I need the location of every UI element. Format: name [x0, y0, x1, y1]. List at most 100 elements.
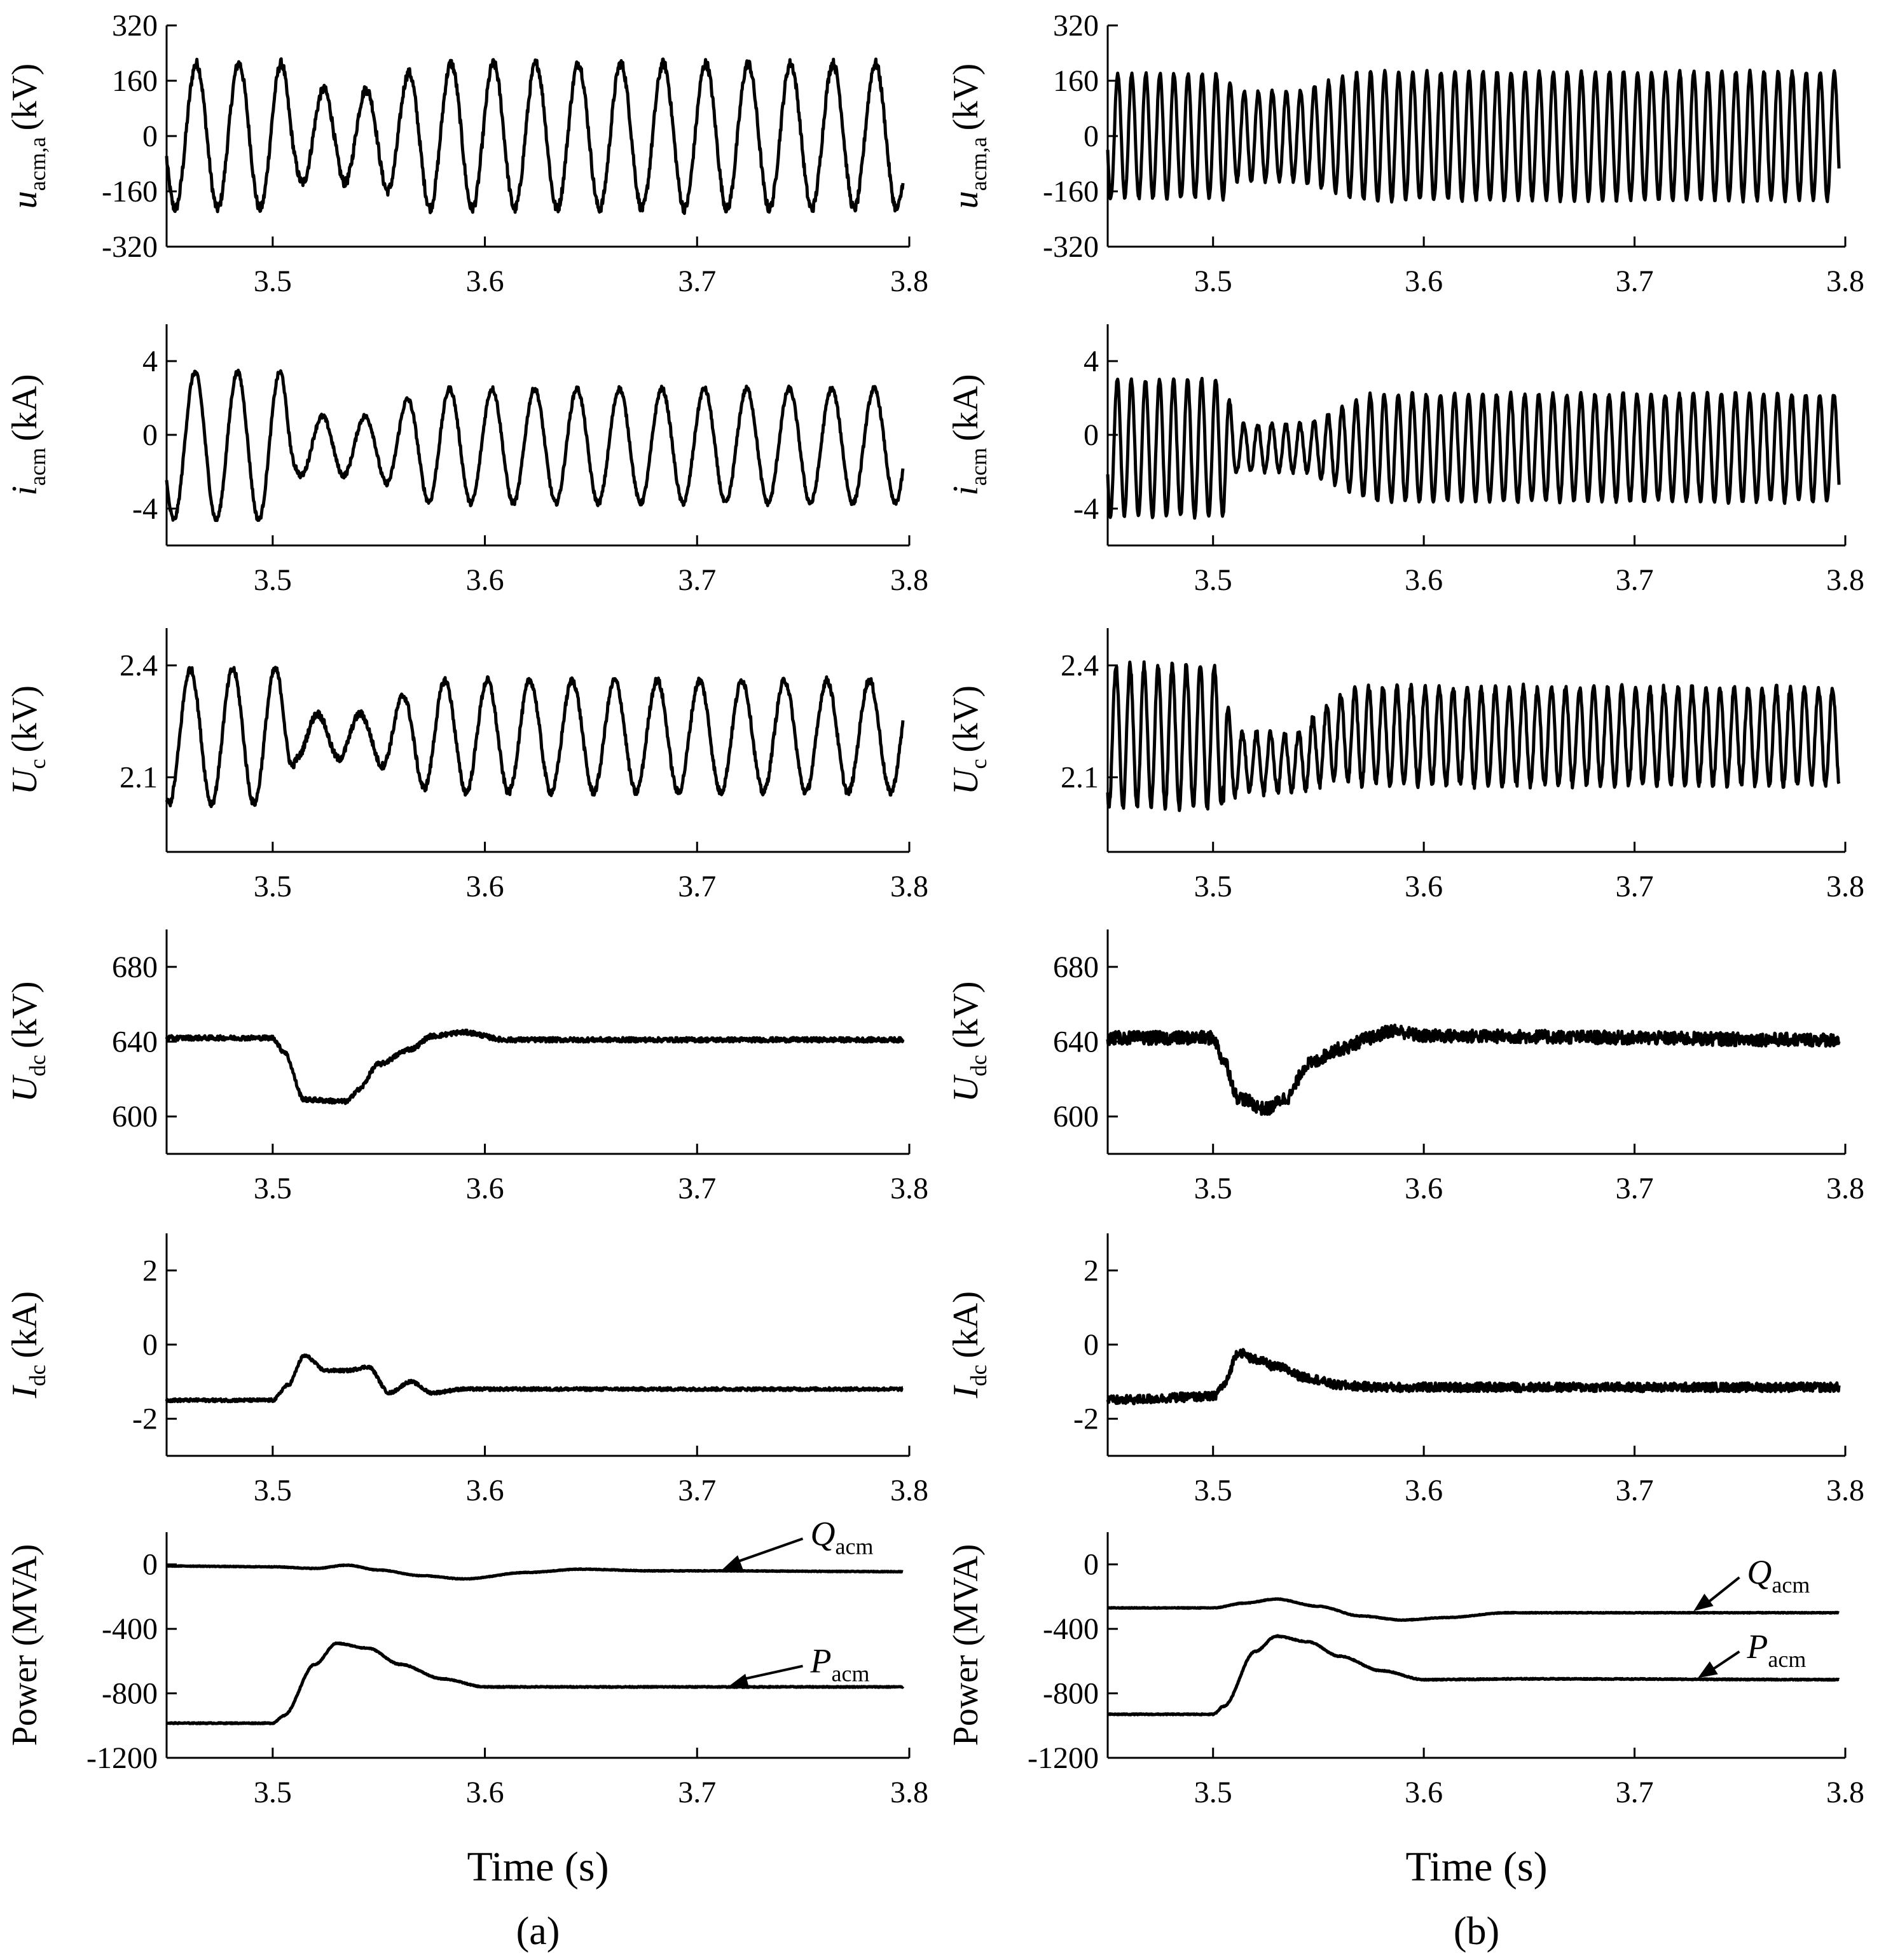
y-axis-label-sub: c — [25, 759, 50, 769]
x-tick-label: 3.6 — [1405, 870, 1443, 903]
subplot-iacm-b: 4 0 -4 3.5 3.6 3.7 3.8 iacm (kA) — [946, 324, 1864, 597]
series-line-i-acm — [1106, 376, 1841, 520]
annotation-label: Qacm — [811, 1514, 874, 1559]
y-tick-label: -160 — [1043, 175, 1099, 209]
y-axis-label-main: u — [5, 191, 45, 209]
y-axis-label: Udc (kV) — [5, 981, 50, 1102]
annotation-main: Q — [1747, 1553, 1772, 1591]
x-tick-label: 3.5 — [1194, 563, 1232, 597]
x-tick-label: 3.6 — [1405, 1172, 1443, 1205]
y-axis-label: Udc (kV) — [946, 981, 991, 1102]
y-tick-label: 4 — [142, 345, 158, 378]
annotation-label: Pacm — [810, 1642, 870, 1687]
x-tick-label: 3.6 — [1405, 563, 1443, 597]
x-tick-label: 3.5 — [254, 264, 292, 298]
arrow-head — [722, 1555, 743, 1570]
x-tick-label: 3.6 — [1405, 1474, 1443, 1507]
subplot-power-b: 0 -400 -800 -1200 3.5 3.6 3.7 3.8 Power (MVA) Qac… — [946, 1532, 1864, 1809]
y-axis-label-main: i — [5, 486, 45, 496]
x-tick-label: 3.5 — [254, 1776, 292, 1809]
y-tick-label: 160 — [112, 64, 158, 98]
x-tick-label: 3.7 — [1616, 1474, 1654, 1507]
y-tick-label: -4 — [1073, 492, 1099, 526]
subplot-uc-a: 2.4 2.1 3.5 3.6 3.7 3.8 Uc (kV) — [5, 628, 928, 903]
annotation-main: P — [1746, 1628, 1768, 1666]
x-tick-label: 3.7 — [678, 1474, 716, 1507]
y-tick-label: 2.1 — [1061, 761, 1099, 795]
y-tick-label: -320 — [102, 230, 158, 264]
y-tick-label: 600 — [1053, 1100, 1099, 1134]
x-tick-label: 3.8 — [1826, 1776, 1864, 1809]
y-tick-label: -800 — [102, 1677, 158, 1711]
y-tick-label: -320 — [1043, 230, 1099, 264]
y-tick-label: -2 — [1073, 1402, 1099, 1436]
x-tick-label: 3.8 — [890, 1474, 928, 1507]
series-line-p-acm — [165, 1641, 905, 1725]
y-axis-label-unit: (kV) — [946, 685, 986, 753]
x-axis-title: Time (s) — [467, 1844, 609, 1890]
x-tick-label: 3.6 — [466, 1474, 504, 1507]
annotation-sub: acm — [1772, 1572, 1810, 1598]
x-tick-label: 3.6 — [466, 563, 504, 597]
y-axis-label-unit: (kV) — [946, 64, 986, 131]
y-tick-label: 640 — [112, 1025, 158, 1059]
y-axis-label: iacm (kA) — [946, 374, 991, 495]
y-tick-label: -400 — [1043, 1612, 1099, 1646]
y-tick-label: 600 — [112, 1100, 158, 1134]
y-axis-label: iacm (kA) — [5, 374, 50, 495]
x-tick-label: 3.8 — [890, 870, 928, 903]
y-tick-label: 0 — [1084, 1548, 1099, 1582]
x-tick-label: 3.5 — [254, 563, 292, 597]
y-axis-label-unit: (kA) — [5, 1291, 45, 1359]
y-axis-label-sub: acm — [25, 448, 50, 486]
y-tick-label: 160 — [1053, 64, 1099, 98]
series-line-u-dc — [165, 1028, 905, 1106]
y-axis-label-main: Power (MVA) — [5, 1544, 45, 1746]
y-axis-label: Uc (kV) — [946, 685, 991, 795]
x-axis-title: Time (s) — [1405, 1844, 1547, 1890]
y-tick-label: -800 — [1043, 1677, 1099, 1711]
y-tick-label: -1200 — [1028, 1741, 1099, 1775]
x-tick-label: 3.7 — [678, 1172, 716, 1205]
y-axis-label-main: I — [946, 1385, 986, 1399]
y-tick-label: -160 — [102, 175, 158, 209]
x-tick-label: 3.8 — [890, 563, 928, 597]
y-axis-label-sub: dc — [966, 1055, 991, 1076]
x-tick-label: 3.6 — [1405, 1776, 1443, 1809]
y-axis-label-main: I — [5, 1385, 45, 1399]
y-tick-label: 2.4 — [1061, 649, 1099, 683]
x-tick-label: 3.5 — [1194, 1474, 1232, 1507]
y-axis-label-unit: (kV) — [5, 64, 45, 131]
y-tick-label: 0 — [142, 1548, 158, 1582]
y-axis-label-main: u — [946, 191, 986, 209]
subplot-uacm-b: 320 160 0 -160 -320 3.5 3.6 3.7 3.8 uacm,a (kV) — [946, 9, 1864, 298]
y-axis-label-sub: dc — [966, 1365, 991, 1387]
x-tick-label: 3.7 — [1616, 563, 1654, 597]
subplot-iacm-a: 4 0 -4 3.5 3.6 3.7 3.8 iacm (kA) — [5, 324, 928, 597]
y-tick-label: 2 — [1084, 1254, 1099, 1287]
x-tick-label: 3.8 — [890, 1172, 928, 1205]
panel-caption: (b) — [1454, 1910, 1499, 1953]
annotation-arrow-acm-q — [1704, 1576, 1740, 1606]
y-axis-label-main: i — [946, 486, 986, 496]
series-line-u-acm-a — [1106, 68, 1841, 204]
annotation-sub: acm — [832, 1661, 870, 1687]
y-axis-label-sub: acm — [966, 448, 991, 486]
x-tick-label: 3.7 — [678, 870, 716, 903]
x-tick-label: 3.8 — [890, 1776, 928, 1809]
y-tick-label: 320 — [1053, 9, 1099, 43]
y-axis-label-sub: acm,a — [25, 137, 50, 191]
y-axis-label-main: U — [946, 767, 986, 795]
annotation-label: Pacm — [1746, 1628, 1806, 1672]
y-tick-label: 0 — [142, 120, 158, 153]
x-tick-label: 3.7 — [678, 563, 716, 597]
x-tick-label: 3.5 — [254, 870, 292, 903]
x-tick-label: 3.5 — [1194, 264, 1232, 298]
y-axis-label-unit: (kA) — [5, 374, 45, 441]
y-tick-label: 4 — [1084, 345, 1099, 378]
x-tick-label: 3.8 — [1826, 563, 1864, 597]
arrow-head — [1693, 1593, 1714, 1612]
y-tick-label: 0 — [1084, 120, 1099, 153]
annotation-sub: acm — [836, 1533, 874, 1559]
